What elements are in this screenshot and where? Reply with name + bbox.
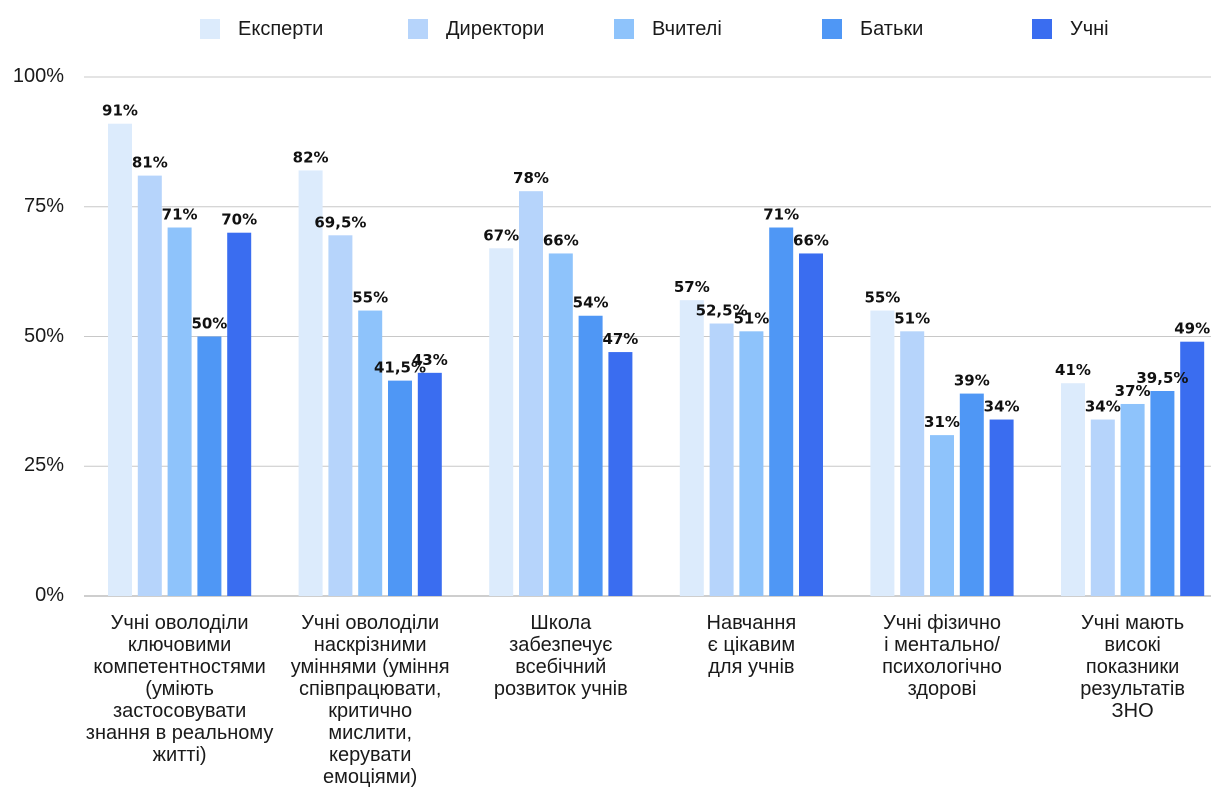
bar	[519, 191, 543, 596]
data-label: 91%	[102, 102, 138, 120]
bars	[108, 123, 1205, 597]
legend-swatch	[408, 19, 428, 39]
bar	[608, 352, 633, 596]
legend-item: Батьки	[822, 14, 923, 44]
y-tick-label: 100%	[12, 65, 64, 87]
data-label: 71%	[162, 206, 198, 224]
bar	[167, 227, 192, 596]
bar	[930, 435, 954, 596]
data-label: 82%	[293, 148, 329, 166]
bar	[108, 123, 132, 597]
bar	[388, 380, 412, 596]
gridlines	[84, 76, 1211, 597]
data-label: 57%	[674, 278, 710, 296]
legend-swatch	[614, 19, 634, 39]
legend-label: Батьки	[860, 17, 924, 40]
bar	[227, 232, 252, 596]
bar	[769, 227, 794, 596]
category-label: Учні оволоділи наскрізними уміннями (умі…	[290, 612, 450, 788]
legend-item: Директори	[408, 14, 544, 44]
category-label: Учні фізично і ментально/ психологічно з…	[882, 612, 1002, 700]
bar	[1090, 419, 1115, 596]
bar	[417, 372, 442, 596]
legend-swatch	[822, 19, 842, 39]
y-tick-label: 50%	[23, 324, 64, 347]
y-tick-label: 25%	[23, 454, 64, 477]
data-label: 51%	[894, 309, 930, 327]
bar	[548, 253, 573, 596]
data-label: 71%	[763, 206, 799, 224]
data-label: 47%	[602, 330, 638, 348]
legend-label: Директори	[446, 17, 545, 40]
bar	[959, 393, 984, 596]
data-label: 66%	[793, 231, 829, 249]
category-label: Школа забезпечує всебічний розвиток учні…	[493, 612, 628, 700]
bar	[900, 331, 925, 596]
data-label: 37%	[1115, 382, 1151, 400]
bar	[739, 331, 764, 596]
bar	[1120, 403, 1145, 596]
data-label: 39%	[954, 372, 990, 390]
legend-item: Вчителі	[614, 14, 722, 44]
data-label: 55%	[864, 289, 900, 307]
legend-item: Експерти	[200, 14, 323, 44]
data-label: 52,5%	[696, 302, 748, 320]
legend-label: Учні	[1070, 17, 1109, 40]
bar	[709, 323, 734, 596]
data-label: 34%	[1085, 398, 1121, 416]
data-label: 50%	[191, 315, 227, 333]
bar	[989, 419, 1014, 596]
data-label: 41%	[1055, 361, 1091, 379]
bar	[799, 253, 823, 596]
data-label: 51%	[733, 309, 769, 327]
data-labels: 91% 81% 71% 50% 70% 82% 69,5% 55% 41,5%43% 67% 78%…	[102, 102, 1210, 431]
bar	[298, 170, 323, 597]
y-tick-label: 75%	[23, 194, 64, 217]
data-label: 66%	[543, 231, 579, 249]
legend-item: Учні	[1032, 14, 1109, 44]
bar	[1150, 390, 1175, 596]
data-label: 54%	[573, 294, 609, 312]
data-label: 43%	[412, 351, 448, 369]
data-label: 41,5%	[374, 359, 426, 377]
legend-swatch	[1032, 19, 1052, 39]
data-label: 81%	[132, 154, 168, 172]
legend-label: Вчителі	[652, 17, 722, 40]
bar	[679, 300, 704, 596]
bar	[870, 310, 895, 596]
bar	[328, 235, 353, 597]
y-tick-label: 0%	[35, 584, 64, 606]
data-label: 39,5%	[1136, 369, 1188, 387]
category-label: Учні мають високі показники результатів …	[1080, 612, 1185, 722]
category-label: Учні оволоділи ключовими компетентностям…	[85, 612, 274, 766]
bar	[578, 315, 603, 596]
legend: Експерти Директори Вчителі Батьки Учні	[0, 14, 1211, 44]
bar	[197, 336, 222, 596]
data-label: 78%	[513, 169, 549, 187]
legend-label: Експерти	[238, 17, 324, 40]
data-label: 67%	[483, 226, 519, 244]
bar	[137, 175, 162, 597]
data-label: 31%	[924, 413, 960, 431]
category-label: Навчання є цікавим для учнів	[706, 612, 797, 678]
data-label: 69,5%	[314, 213, 366, 231]
bar	[1180, 341, 1205, 596]
data-label: 55%	[352, 289, 388, 307]
bar	[489, 248, 514, 596]
legend-swatch	[200, 19, 220, 39]
data-label: 34%	[984, 398, 1020, 416]
data-label: 49%	[1174, 320, 1210, 338]
data-label: 70%	[221, 211, 257, 229]
bar	[1061, 383, 1085, 596]
bar	[358, 310, 383, 596]
